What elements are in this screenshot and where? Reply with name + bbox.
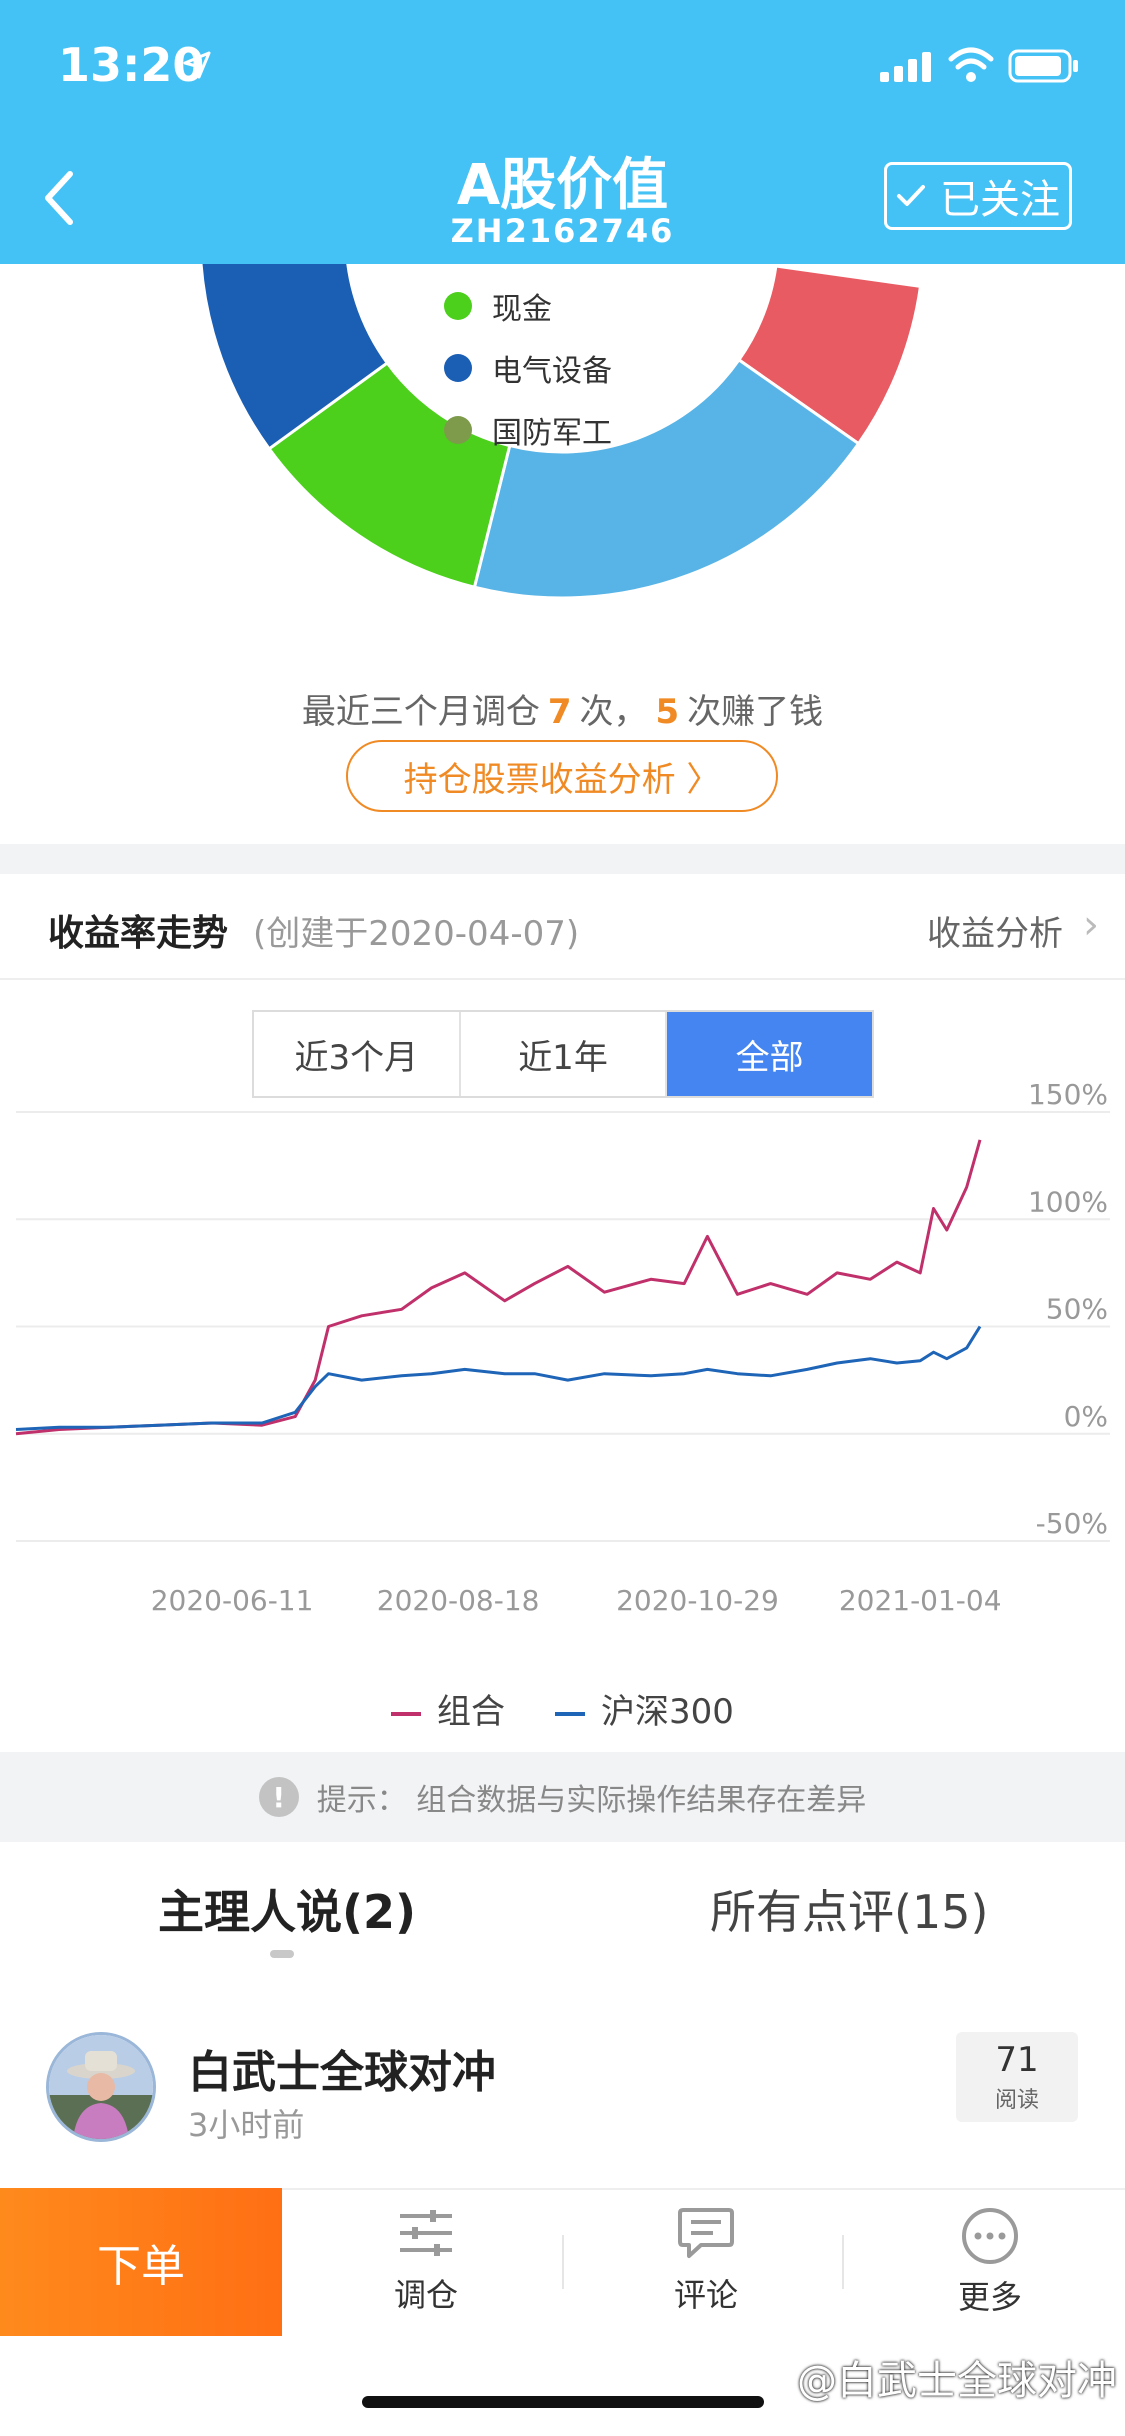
allocation-legend-item: 电气设备 xyxy=(444,346,612,390)
x-tick-label: 2020-06-11 xyxy=(151,1584,314,1617)
read-label: 阅读 xyxy=(994,2088,1039,2113)
rebalance-mid: 次， xyxy=(579,692,648,732)
legend-label: 电气设备 xyxy=(492,354,612,389)
toolbar-divider xyxy=(842,2235,844,2289)
divider xyxy=(0,978,1125,980)
return-analysis-link[interactable]: 收益分析 xyxy=(927,914,1063,954)
comment-icon xyxy=(678,2208,734,2258)
rebalance-suffix: 次赚了钱 xyxy=(687,692,824,732)
performance-title: 收益率走势 xyxy=(48,913,229,954)
tab-indicator xyxy=(270,1950,294,1958)
info-icon: ! xyxy=(258,1777,299,1817)
allocation-legend-item: 国防军工 xyxy=(444,408,612,452)
y-tick-label: 150% xyxy=(1028,1080,1108,1111)
avatar[interactable] xyxy=(46,2032,156,2142)
check-icon xyxy=(897,185,925,206)
comment-button[interactable]: 评论 xyxy=(616,2206,796,2316)
more-button[interactable]: 更多 xyxy=(900,2206,1080,2318)
rebalance-label: 调仓 xyxy=(393,2276,458,2314)
author-name[interactable]: 白武士全球对冲 xyxy=(188,2047,496,2098)
holdings-analysis-button[interactable]: 持仓股票收益分析 〉 xyxy=(346,740,778,812)
x-tick-label: 2021-01-04 xyxy=(839,1584,1002,1617)
rebalance-count: 7 xyxy=(547,692,572,732)
legend-label: 国防军工 xyxy=(492,416,612,451)
legend-portfolio: 组合 xyxy=(391,1684,505,1733)
portfolio-code: ZH2162746 xyxy=(450,212,675,250)
allocation-donut-chart xyxy=(199,264,923,600)
x-tick-label: 2020-10-29 xyxy=(616,1584,779,1617)
profit-count: 5 xyxy=(655,692,680,732)
comment-label: 评论 xyxy=(673,2276,738,2314)
rebalance-summary: 最近三个月调仓 7 次， 5 次赚了钱 xyxy=(0,684,1125,733)
watermark: @白武士全球对冲 xyxy=(797,2358,1117,2404)
follow-button[interactable]: 已关注 xyxy=(884,162,1072,230)
rebalance-button[interactable]: 调仓 xyxy=(336,2206,516,2316)
more-label: 更多 xyxy=(957,2278,1022,2316)
tab-manager-says[interactable]: 主理人说(2) xyxy=(158,1885,417,1939)
legend-dot xyxy=(444,416,472,444)
legend-label: 现金 xyxy=(492,292,552,327)
more-icon xyxy=(962,2208,1018,2264)
read-count: 71 xyxy=(995,2040,1039,2080)
home-indicator[interactable] xyxy=(362,2396,764,2408)
x-tick-label: 2020-08-18 xyxy=(377,1584,540,1617)
back-icon[interactable] xyxy=(40,170,80,226)
sliders-icon xyxy=(400,2210,452,2256)
series-line-csi300 xyxy=(15,1325,982,1431)
header-bar: 13:20 A股价值 ZH2162746 已关注 xyxy=(0,0,1125,264)
y-tick-label: -50% xyxy=(1036,1507,1108,1540)
series-line-portfolio xyxy=(15,1139,982,1436)
rebalance-prefix: 最近三个月调仓 xyxy=(301,692,540,732)
legend-dot xyxy=(444,354,472,382)
time-range-selector: 近3个月 近1年 全部 xyxy=(252,1010,874,1098)
tab-all-reviews[interactable]: 所有点评(15) xyxy=(710,1885,989,1939)
y-tick-label: 100% xyxy=(1028,1185,1108,1218)
chart-legend: 组合 沪深300 xyxy=(0,1684,1125,1733)
signal-icon xyxy=(880,52,931,82)
read-count-badge: 71 阅读 xyxy=(956,2032,1078,2122)
portfolio-title: A股价值 xyxy=(456,153,669,218)
follow-label: 已关注 xyxy=(940,177,1060,223)
disclaimer-bar: ! 提示： 组合数据与实际操作结果存在差异 xyxy=(0,1752,1125,1842)
location-arrow-icon xyxy=(183,51,211,79)
return-trend-chart: 150% 100% 50% 0% -50% 2020-06-11 2020-08-18 202… xyxy=(15,1080,1110,1617)
section-divider xyxy=(0,844,1125,874)
legend-portfolio-label: 组合 xyxy=(437,1692,506,1732)
range-3-months[interactable]: 近3个月 xyxy=(254,1012,461,1096)
y-tick-label: 50% xyxy=(1046,1293,1108,1326)
created-date: (创建于2020-04-07) xyxy=(253,914,580,954)
post-time: 3小时前 xyxy=(188,2106,305,2144)
toolbar-divider xyxy=(562,2235,564,2289)
chevron-right-icon[interactable]: › xyxy=(1083,902,1099,948)
disclaimer-text: 提示： 组合数据与实际操作结果存在差异 xyxy=(316,1783,867,1818)
legend-csi300: 沪深300 xyxy=(555,1684,734,1733)
allocation-section: 现金电气设备国防军工 最近三个月调仓 7 次， 5 次赚了钱 持仓股票收益分析 〉 xyxy=(0,264,1125,844)
donut-slice-3 xyxy=(199,264,390,451)
legend-csi300-label: 沪深300 xyxy=(601,1692,734,1732)
y-tick-label: 0% xyxy=(1064,1400,1108,1433)
wifi-icon xyxy=(948,47,994,82)
allocation-legend-item: 现金 xyxy=(444,284,552,328)
legend-dot xyxy=(444,292,472,320)
range-1-year[interactable]: 近1年 xyxy=(461,1012,668,1096)
range-all[interactable]: 全部 xyxy=(667,1012,873,1096)
battery-icon xyxy=(1008,49,1078,83)
author-avatar-image xyxy=(49,2035,153,2139)
status-time: 13:20 xyxy=(58,38,205,92)
order-button[interactable]: 下单 xyxy=(0,2188,282,2336)
donut-slice-1 xyxy=(472,357,861,600)
